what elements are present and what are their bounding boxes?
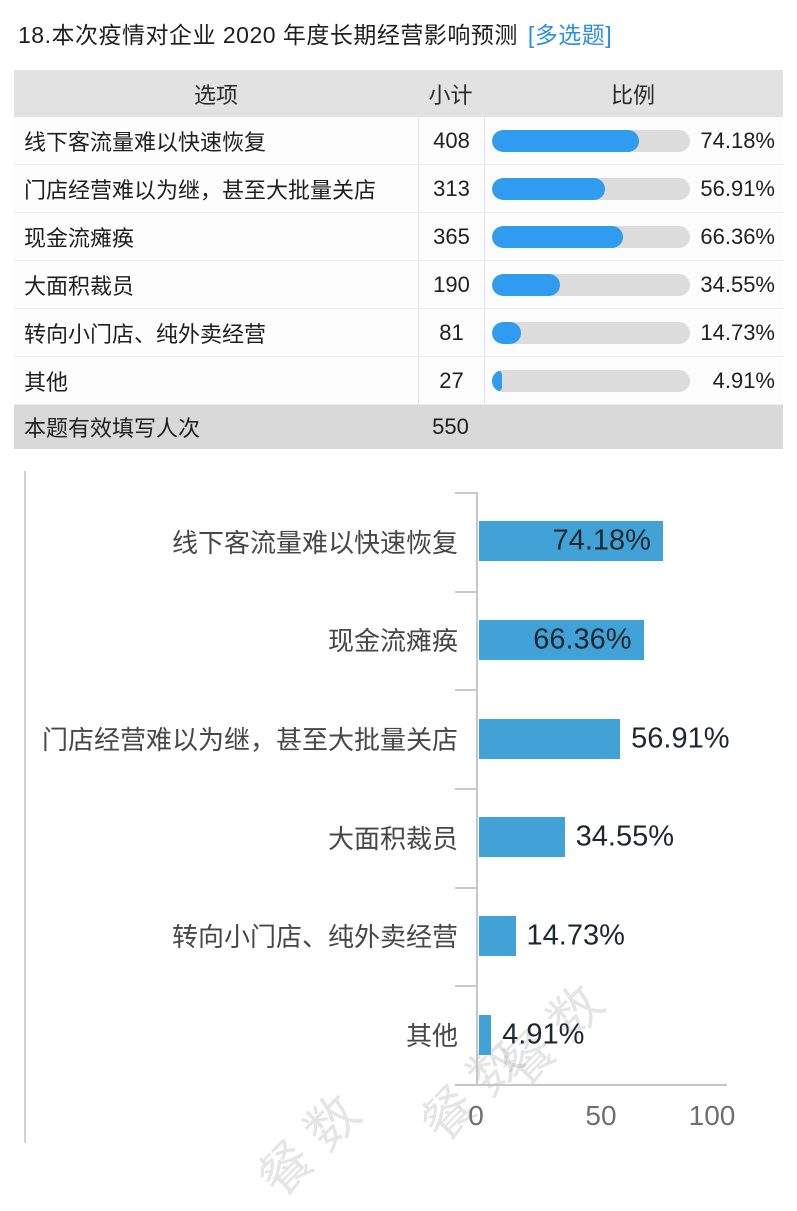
chart-card-left-border <box>24 471 26 1143</box>
chart-row: 转向小门店、纯外卖经营 14.73% <box>0 887 797 986</box>
category-label: 其他 <box>405 1021 458 1052</box>
question-title-text: 18.本次疫情对企业 2020 年度长期经营影响预测 <box>18 22 518 48</box>
x-tick-label: 100 <box>688 1100 736 1131</box>
bar-value-label: 74.18% <box>552 524 651 557</box>
ratio-cell: 4.91% <box>484 357 783 404</box>
chart-row: 线下客流量难以快速恢复 74.18% <box>0 492 797 591</box>
table-row: 大面积裁员 190 34.55% <box>14 261 783 309</box>
header-subtotal: 小计 <box>428 82 473 108</box>
progress-fill <box>492 129 639 152</box>
category-label: 转向小门店、纯外卖经营 <box>171 922 458 953</box>
chart-row: 门店经营难以为继，甚至大批量关店 56.91% <box>0 689 797 788</box>
percent-value: 56.91% <box>700 175 775 201</box>
bar <box>479 1014 492 1055</box>
chart-row: 其他 4.91% <box>0 985 797 1084</box>
ratio-cell: 66.36% <box>484 213 783 260</box>
progress-track <box>492 369 690 392</box>
progress-fill <box>492 321 522 344</box>
table-row: 门店经营难以为继，甚至大批量关店 313 56.91% <box>14 165 783 213</box>
bar <box>479 619 644 660</box>
percent-value: 66.36% <box>700 223 775 249</box>
y-axis-tick <box>455 590 477 593</box>
bar-value-label: 56.91% <box>631 722 730 755</box>
y-axis-tick <box>455 886 477 889</box>
question-title: 18.本次疫情对企业 2020 年度长期经营影响预测 [多选题] <box>18 16 612 50</box>
progress-fill <box>492 225 624 248</box>
option-cell: 门店经营难以为继，甚至大批量关店 <box>24 177 377 203</box>
bar-value-label: 14.73% <box>526 919 625 952</box>
footer-count: 550 <box>432 414 469 439</box>
option-cell: 其他 <box>24 369 69 395</box>
table-row: 现金流瘫痪 365 66.36% <box>14 213 783 261</box>
y-axis-tick <box>455 788 477 790</box>
progress-track <box>492 177 690 200</box>
option-cell: 转向小门店、纯外卖经营 <box>24 321 267 347</box>
option-cell: 现金流瘫痪 <box>24 225 135 251</box>
progress-fill <box>492 273 561 296</box>
progress-track <box>492 129 690 152</box>
watermark-text: 餐数 <box>247 1074 383 1209</box>
header-option: 选项 <box>193 82 238 108</box>
percent-value: 4.91% <box>712 367 775 393</box>
chart-row: 现金流瘫痪 66.36% <box>0 591 797 690</box>
subtotal-cell: 365 <box>418 213 484 260</box>
option-cell: 大面积裁员 <box>24 273 135 299</box>
progress-track <box>492 321 690 344</box>
progress-track <box>492 225 690 248</box>
bar <box>479 718 621 759</box>
ratio-cell: 56.91% <box>484 165 783 212</box>
multi-select-tag: [多选题] <box>527 22 613 48</box>
table-footer-row: 本题有效填写人次 550 <box>14 405 783 449</box>
footer-label: 本题有效填写人次 <box>24 416 201 441</box>
progress-fill <box>492 177 605 200</box>
bar-chart: 餐数 餐数 餐数 线下客流量难以快速恢复 74.18% 现金流瘫痪 66.36% 门店经… <box>0 455 797 1209</box>
progress-fill <box>492 369 502 392</box>
y-axis-tick <box>455 689 477 692</box>
header-ratio: 比例 <box>610 82 655 108</box>
x-tick-label: 0 <box>468 1100 484 1131</box>
table-body: 线下客流量难以快速恢复 408 74.18% 门店经营难以为继，甚至大批量关店 313 5… <box>14 117 783 405</box>
bar <box>479 817 565 858</box>
results-table: 选项 小计 比例 线下客流量难以快速恢复 408 74.18% 门店经营难以为继，甚至… <box>14 70 783 449</box>
category-label: 线下客流量难以快速恢复 <box>171 527 458 558</box>
ratio-cell: 34.55% <box>484 261 783 308</box>
subtotal-cell: 408 <box>418 117 484 164</box>
ratio-cell: 14.73% <box>484 309 783 356</box>
table-header-row: 选项 小计 比例 <box>14 70 783 117</box>
bar <box>479 915 516 956</box>
x-tick-label: 50 <box>585 1100 617 1131</box>
table-row: 其他 27 4.91% <box>14 357 783 405</box>
bar-value-label: 66.36% <box>533 623 632 656</box>
bar <box>479 521 663 562</box>
y-axis-line <box>476 492 478 1084</box>
x-axis-line <box>455 1084 727 1086</box>
percent-value: 74.18% <box>700 127 775 153</box>
subtotal-cell: 27 <box>418 357 484 404</box>
category-label: 大面积裁员 <box>327 823 458 854</box>
subtotal-cell: 81 <box>418 309 484 356</box>
progress-track <box>492 273 690 296</box>
table-row: 线下客流量难以快速恢复 408 74.18% <box>14 117 783 165</box>
subtotal-cell: 190 <box>418 261 484 308</box>
category-label: 门店经营难以为继，甚至大批量关店 <box>41 725 458 756</box>
percent-value: 14.73% <box>700 319 775 345</box>
y-axis-tick <box>455 985 477 988</box>
percent-value: 34.55% <box>700 271 775 297</box>
subtotal-cell: 313 <box>418 165 484 212</box>
ratio-cell: 74.18% <box>484 117 783 164</box>
bar-value-label: 34.55% <box>575 820 675 853</box>
option-cell: 线下客流量难以快速恢复 <box>24 129 267 155</box>
table-row: 转向小门店、纯外卖经营 81 14.73% <box>14 309 783 357</box>
bar-value-label: 4.91% <box>502 1018 585 1051</box>
category-label: 现金流瘫痪 <box>327 626 458 657</box>
chart-row: 大面积裁员 34.55% <box>0 788 797 887</box>
y-axis-tick <box>455 492 477 494</box>
